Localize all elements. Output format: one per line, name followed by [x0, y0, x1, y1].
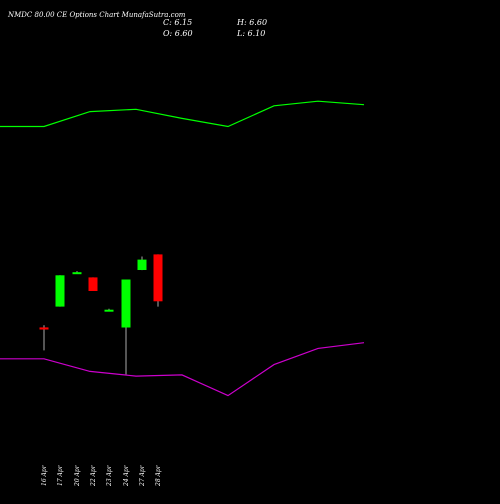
ohlc-high: H: 6.60	[236, 18, 267, 27]
x-tick-label: 27 Apr	[139, 464, 146, 487]
ohlc-open: O: 6.60	[163, 29, 193, 38]
candle-body	[137, 259, 147, 270]
x-tick-label: 20 Apr	[74, 464, 81, 487]
ohlc-close: C: 6.15	[163, 18, 192, 27]
candle	[153, 254, 163, 307]
overlay-line-2	[0, 342, 365, 397]
candle-body	[153, 254, 163, 302]
candle	[104, 308, 114, 312]
candles	[39, 254, 163, 375]
candle-body	[55, 275, 65, 307]
x-tick-label: 17 Apr	[57, 464, 64, 486]
candle	[121, 279, 131, 375]
x-tick-label: 23 Apr	[106, 464, 113, 487]
overlay-line-1	[0, 100, 365, 128]
x-tick-label: 28 Apr	[155, 464, 162, 487]
candle	[72, 271, 82, 275]
ohlc-low: L: 6.10	[236, 29, 265, 38]
candle	[88, 277, 98, 291]
candle	[137, 256, 147, 271]
overlay-lines	[0, 100, 365, 397]
chart-title: NMDC 80.00 CE Options Chart MunafaSutra.…	[7, 11, 186, 19]
candle-body	[72, 272, 82, 275]
candle-body	[88, 277, 98, 291]
candle	[55, 275, 65, 307]
candle-body	[39, 327, 49, 330]
x-tick-label: 16 Apr	[41, 464, 48, 486]
candle	[39, 325, 49, 351]
x-tick-label: 24 Apr	[123, 464, 130, 487]
candle-body	[121, 279, 131, 328]
x-tick-label: 22 Apr	[90, 464, 97, 487]
candle-body	[104, 309, 114, 312]
x-axis-ticks: 16 Apr 17 Apr 20 Apr 22 Apr 23 Apr 24 Apr 27 A…	[41, 464, 162, 487]
